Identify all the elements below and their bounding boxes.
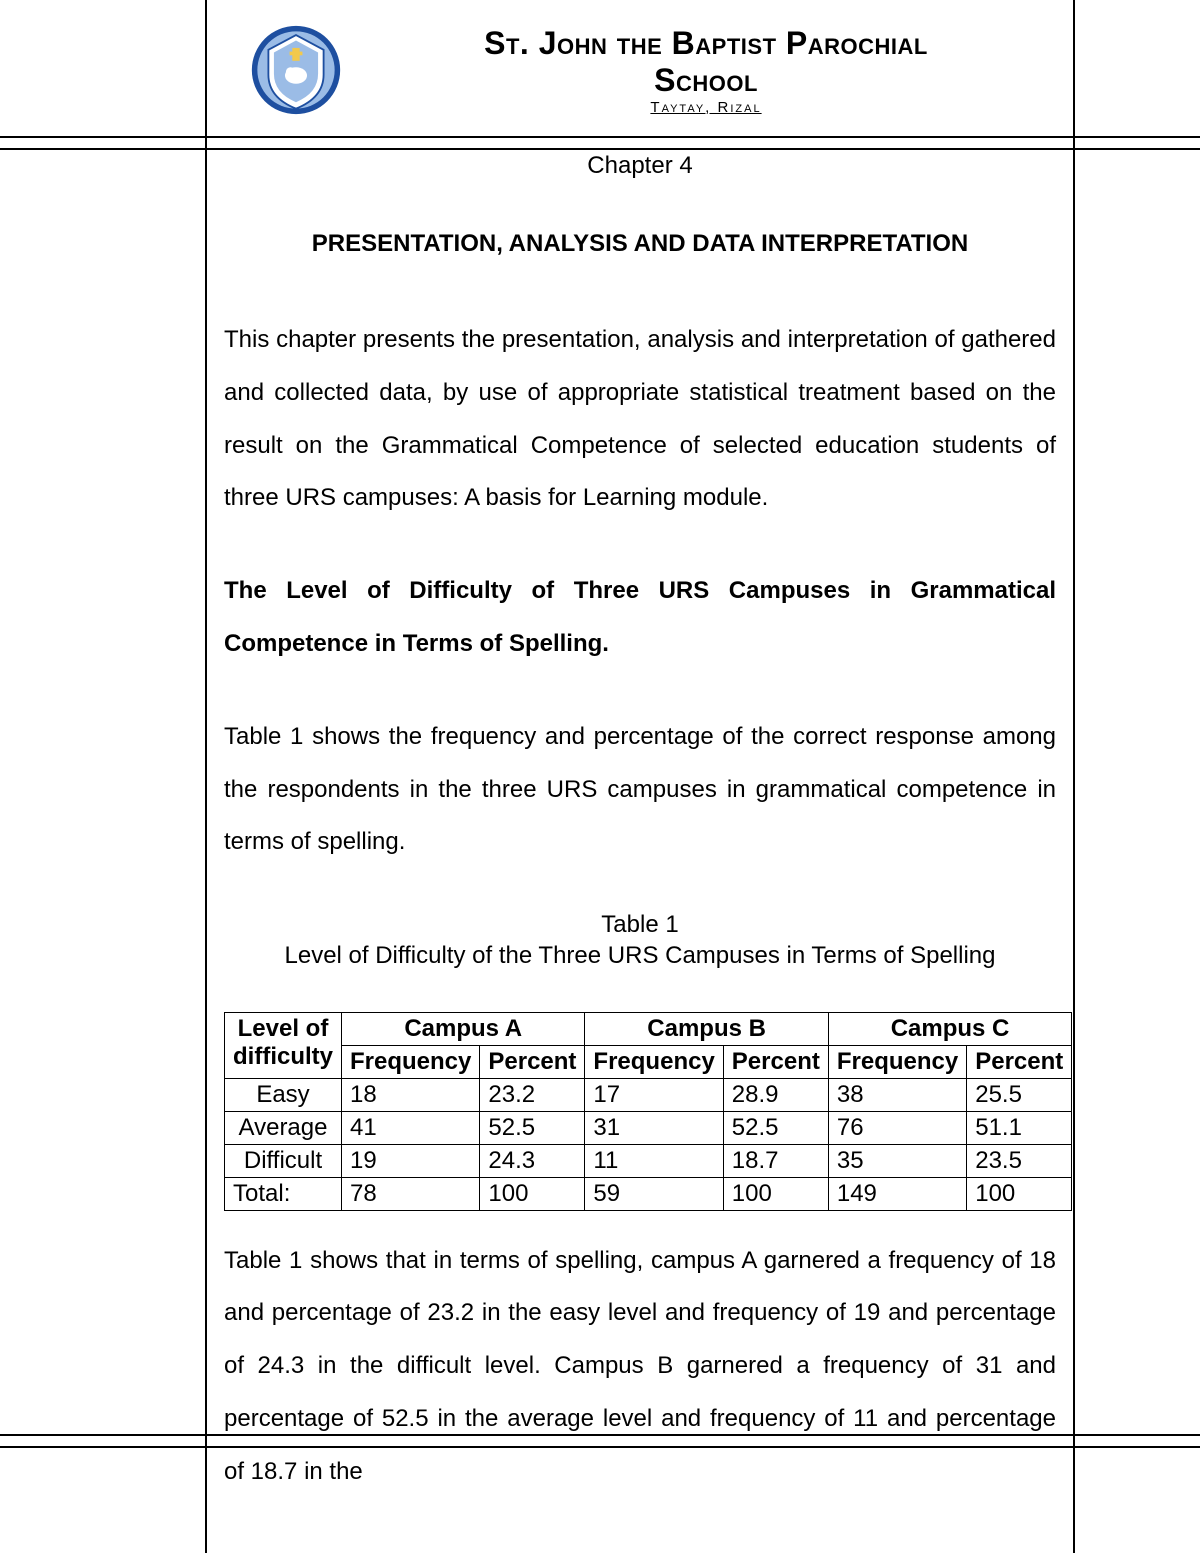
cell-value: 100 [480, 1177, 585, 1210]
document-header: St. John the Baptist Parochial School Ta… [250, 24, 1050, 116]
cell-value: 38 [828, 1078, 966, 1111]
cell-value: 23.2 [480, 1078, 585, 1111]
cell-total-label: Total: [225, 1177, 342, 1210]
school-name-line1: St. John the Baptist Parochial [362, 25, 1050, 62]
margin-line-left [205, 0, 207, 1553]
difficulty-table: Level of difficulty Campus A Campus B Ca… [224, 1012, 1072, 1211]
analysis-paragraph: Table 1 shows that in terms of spelling,… [224, 1235, 1056, 1499]
col-level-of-difficulty: Level of difficulty [225, 1012, 342, 1078]
table-total-row: Total: 78 100 59 100 149 100 [225, 1177, 1072, 1210]
document-body: Chapter 4 PRESENTATION, ANALYSIS AND DAT… [216, 150, 1064, 1539]
cell-value: 100 [967, 1177, 1072, 1210]
col-campus-a: Campus A [342, 1012, 585, 1045]
chapter-label: Chapter 4 [224, 152, 1056, 180]
cell-level: Difficult [225, 1144, 342, 1177]
table-row: Average 41 52.5 31 52.5 76 51.1 [225, 1111, 1072, 1144]
school-location: Taytay, Rizal [362, 99, 1050, 116]
cell-value: 25.5 [967, 1078, 1072, 1111]
cell-value: 17 [585, 1078, 723, 1111]
intro-paragraph: This chapter presents the presentation, … [224, 314, 1056, 525]
cell-level: Easy [225, 1078, 342, 1111]
table-row: Difficult 19 24.3 11 18.7 35 23.5 [225, 1144, 1072, 1177]
cell-value: 18.7 [723, 1144, 828, 1177]
table-intro-paragraph: Table 1 shows the frequency and percenta… [224, 711, 1056, 869]
cell-value: 41 [342, 1111, 480, 1144]
table-number: Table 1 [601, 911, 678, 938]
sub-heading: The Level of Difficulty of Three URS Cam… [224, 565, 1056, 671]
cell-value: 24.3 [480, 1144, 585, 1177]
school-info: St. John the Baptist Parochial School Ta… [362, 25, 1050, 116]
cell-value: 28.9 [723, 1078, 828, 1111]
cell-value: 11 [585, 1144, 723, 1177]
cell-value: 23.5 [967, 1144, 1072, 1177]
cell-value: 100 [723, 1177, 828, 1210]
col-frequency-a: Frequency [342, 1045, 480, 1078]
col-percent-c: Percent [967, 1045, 1072, 1078]
school-logo-icon [250, 24, 342, 116]
cell-value: 31 [585, 1111, 723, 1144]
margin-line-right [1073, 0, 1075, 1553]
cell-level: Average [225, 1111, 342, 1144]
school-name-line2: School [362, 62, 1050, 99]
cell-value: 76 [828, 1111, 966, 1144]
cell-value: 52.5 [480, 1111, 585, 1144]
col-frequency-b: Frequency [585, 1045, 723, 1078]
cell-value: 19 [342, 1144, 480, 1177]
col-campus-b: Campus B [585, 1012, 828, 1045]
table-title: Level of Difficulty of the Three URS Cam… [285, 942, 996, 969]
col-percent-a: Percent [480, 1045, 585, 1078]
table-caption: Table 1 Level of Difficulty of the Three… [224, 909, 1056, 971]
cell-value: 51.1 [967, 1111, 1072, 1144]
table-header-row-2: Frequency Percent Frequency Percent Freq… [225, 1045, 1072, 1078]
cell-value: 78 [342, 1177, 480, 1210]
header-rule-1 [0, 136, 1200, 138]
section-title: PRESENTATION, ANALYSIS AND DATA INTERPRE… [224, 230, 1056, 258]
table-row: Easy 18 23.2 17 28.9 38 25.5 [225, 1078, 1072, 1111]
col-frequency-c: Frequency [828, 1045, 966, 1078]
col-percent-b: Percent [723, 1045, 828, 1078]
cell-value: 35 [828, 1144, 966, 1177]
cell-value: 52.5 [723, 1111, 828, 1144]
table-header-row-1: Level of difficulty Campus A Campus B Ca… [225, 1012, 1072, 1045]
cell-value: 59 [585, 1177, 723, 1210]
col-campus-c: Campus C [828, 1012, 1071, 1045]
cell-value: 149 [828, 1177, 966, 1210]
cell-value: 18 [342, 1078, 480, 1111]
